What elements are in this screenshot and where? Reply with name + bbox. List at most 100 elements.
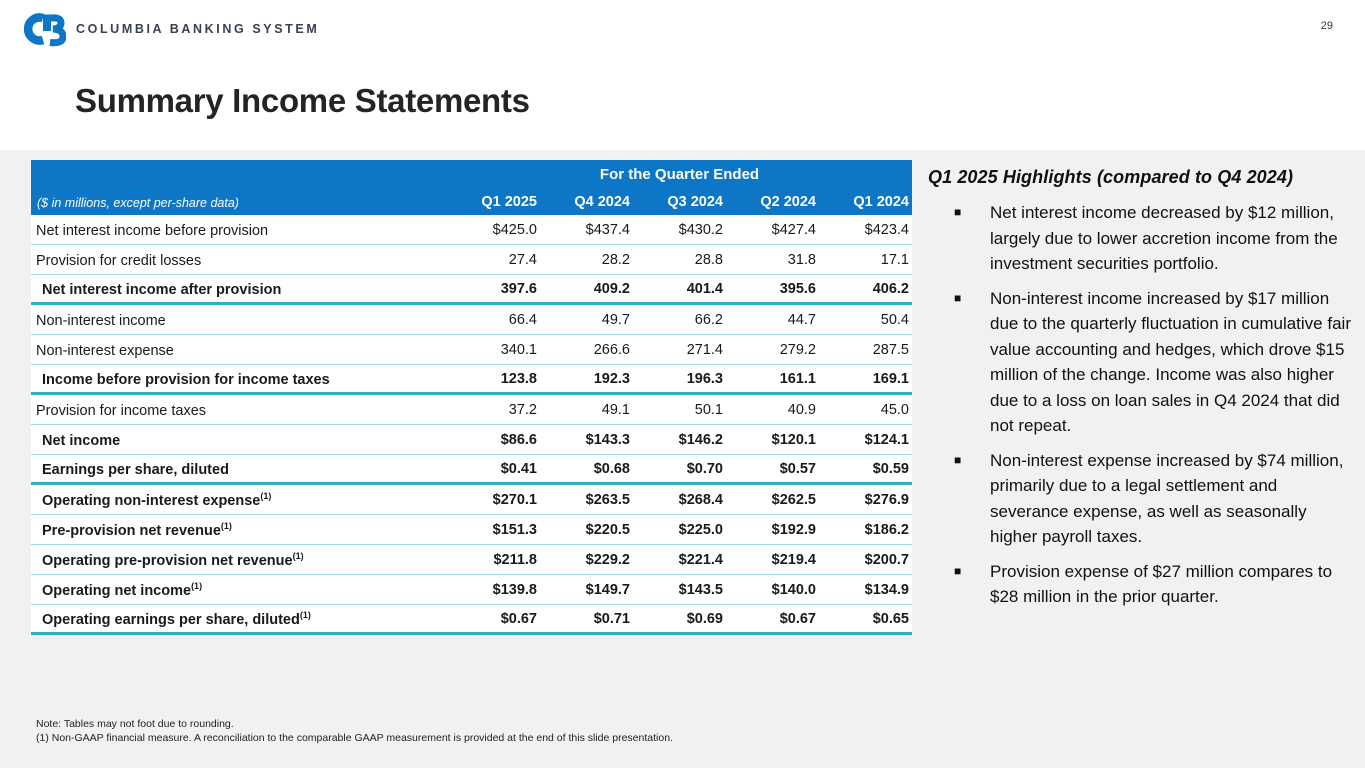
- cell-value: 45.0: [880, 401, 909, 418]
- cell-value: $200.7: [864, 551, 909, 568]
- cell-value: 401.4: [686, 280, 723, 297]
- square-bullet-icon: ■: [954, 452, 962, 467]
- cell-value: 44.7: [787, 311, 816, 328]
- row-label: Non-interest expense: [36, 342, 174, 359]
- cell-value: $134.9: [864, 581, 909, 598]
- cell-value: $0.59: [872, 460, 909, 477]
- cell-value: 28.2: [601, 251, 630, 268]
- highlights-list: ■ Net interest income decreased by $12 mi…: [928, 200, 1356, 610]
- highlight-bullet: ■ Net interest income decreased by $12 mi…: [928, 200, 1356, 277]
- cell-value: $120.1: [771, 431, 816, 448]
- row-label: Earnings per share, diluted: [42, 461, 229, 478]
- cell-value: $225.0: [678, 521, 723, 538]
- cell-value: 27.4: [508, 251, 537, 268]
- cell-value: $0.67: [779, 610, 816, 627]
- cell-value: $425.0: [492, 221, 537, 238]
- table-row: Income before provision for income taxes…: [31, 365, 912, 395]
- cell-value: $430.2: [678, 221, 723, 238]
- cell-value: 49.1: [601, 401, 630, 418]
- cell-value: $427.4: [771, 221, 816, 238]
- cb-monogram-icon: [23, 13, 66, 47]
- cell-value: $143.5: [678, 581, 723, 598]
- table-body: Net interest income before provision $42…: [31, 215, 912, 635]
- cell-value: $0.67: [500, 610, 537, 627]
- highlight-text: Non-interest expense increased by $74 mi…: [990, 450, 1344, 547]
- highlight-text: Net interest income decreased by $12 mil…: [990, 203, 1338, 273]
- column-header: Q1 2025: [481, 194, 537, 210]
- cell-value: $151.3: [492, 521, 537, 538]
- cell-value: 17.1: [880, 251, 909, 268]
- cell-value: $186.2: [864, 521, 909, 538]
- cell-value: 49.7: [601, 311, 630, 328]
- square-bullet-icon: ■: [954, 290, 962, 305]
- cell-value: 266.6: [593, 341, 630, 358]
- cell-value: $270.1: [492, 491, 537, 508]
- cell-value: 169.1: [872, 370, 909, 387]
- cell-value: 406.2: [872, 280, 909, 297]
- table-row: Pre-provision net revenue(1) $151.3 $220.…: [31, 515, 912, 545]
- row-label: Operating non-interest expense(1): [42, 490, 272, 509]
- cell-value: 50.1: [694, 401, 723, 418]
- cell-value: 395.6: [779, 280, 816, 297]
- cell-value: $0.69: [686, 610, 723, 627]
- income-statement-table: For the Quarter Ended ($ in millions, ex…: [31, 160, 912, 635]
- cell-value: $220.5: [585, 521, 630, 538]
- table-row: Provision for credit losses 27.4 28.2 28.8…: [31, 245, 912, 275]
- row-label: Operating pre-provision net revenue(1): [42, 550, 304, 569]
- unit-note: ($ in millions, except per-share data): [37, 196, 239, 210]
- table-row: Non-interest expense 340.1 266.6 271.4 279.…: [31, 335, 912, 365]
- cell-value: $263.5: [585, 491, 630, 508]
- row-label: Net interest income after provision: [42, 281, 282, 298]
- cell-value: $0.68: [593, 460, 630, 477]
- cell-value: 28.8: [694, 251, 723, 268]
- cell-value: $139.8: [492, 581, 537, 598]
- row-label: Non-interest income: [36, 312, 166, 329]
- column-header: Q2 2024: [760, 194, 816, 210]
- cell-value: 196.3: [686, 370, 723, 387]
- table-row: Operating net income(1) $139.8 $149.7 $143…: [31, 575, 912, 605]
- table-header: For the Quarter Ended ($ in millions, ex…: [31, 160, 912, 215]
- cell-value: 161.1: [779, 370, 816, 387]
- cell-value: 340.1: [500, 341, 537, 358]
- cell-value: $229.2: [585, 551, 630, 568]
- brand-name: COLUMBIA BANKING SYSTEM: [76, 22, 320, 36]
- cell-value: 409.2: [593, 280, 630, 297]
- cell-value: 271.4: [686, 341, 723, 358]
- page-number: 29: [1320, 20, 1333, 32]
- table-row: Provision for income taxes 37.2 49.1 50.1 4…: [31, 395, 912, 425]
- column-header: Q1 2024: [853, 194, 909, 210]
- cell-value: $192.9: [771, 521, 816, 538]
- cell-value: $423.4: [864, 221, 909, 238]
- row-label: Operating earnings per share, diluted(1): [42, 609, 311, 628]
- cell-value: 37.2: [508, 401, 537, 418]
- cell-value: 123.8: [500, 370, 537, 387]
- highlight-text: Non-interest income increased by $17 mil…: [990, 288, 1351, 436]
- cell-value: 397.6: [500, 280, 537, 297]
- row-label: Pre-provision net revenue(1): [42, 520, 232, 539]
- column-header: Q4 2024: [574, 194, 630, 210]
- table-row: Net interest income after provision 397.…: [31, 275, 912, 305]
- cell-value: $211.8: [493, 551, 537, 568]
- row-label: Provision for income taxes: [36, 402, 207, 419]
- table-row: Operating earnings per share, diluted(1)…: [31, 605, 912, 635]
- cell-value: $0.41: [500, 460, 537, 477]
- cell-value: $143.3: [585, 431, 630, 448]
- row-label: Net income: [42, 432, 121, 449]
- cell-value: 40.9: [787, 401, 816, 418]
- cell-value: $146.2: [678, 431, 723, 448]
- cell-value: 279.2: [779, 341, 816, 358]
- cell-value: $0.65: [872, 610, 909, 627]
- cell-value: 287.5: [872, 341, 909, 358]
- row-label: Provision for credit losses: [36, 252, 202, 269]
- table-row: Net income $86.6 $143.3 $146.2 $120.1 $124.1: [31, 425, 912, 455]
- highlight-bullet: ■ Non-interest expense increased by $74 m…: [928, 448, 1356, 550]
- row-label: Net interest income before provision: [36, 222, 269, 239]
- cell-value: $0.57: [779, 460, 816, 477]
- quarter-group-label: For the Quarter Ended: [599, 166, 760, 183]
- highlight-text: Provision expense of $27 million compare…: [990, 561, 1333, 607]
- table-row: Non-interest income 66.4 49.7 66.2 44.7 50.4: [31, 305, 912, 335]
- cell-value: $124.1: [864, 431, 909, 448]
- cell-value: $0.70: [686, 460, 723, 477]
- footnotes: Note: Tables may not foot due to roundin…: [36, 718, 673, 745]
